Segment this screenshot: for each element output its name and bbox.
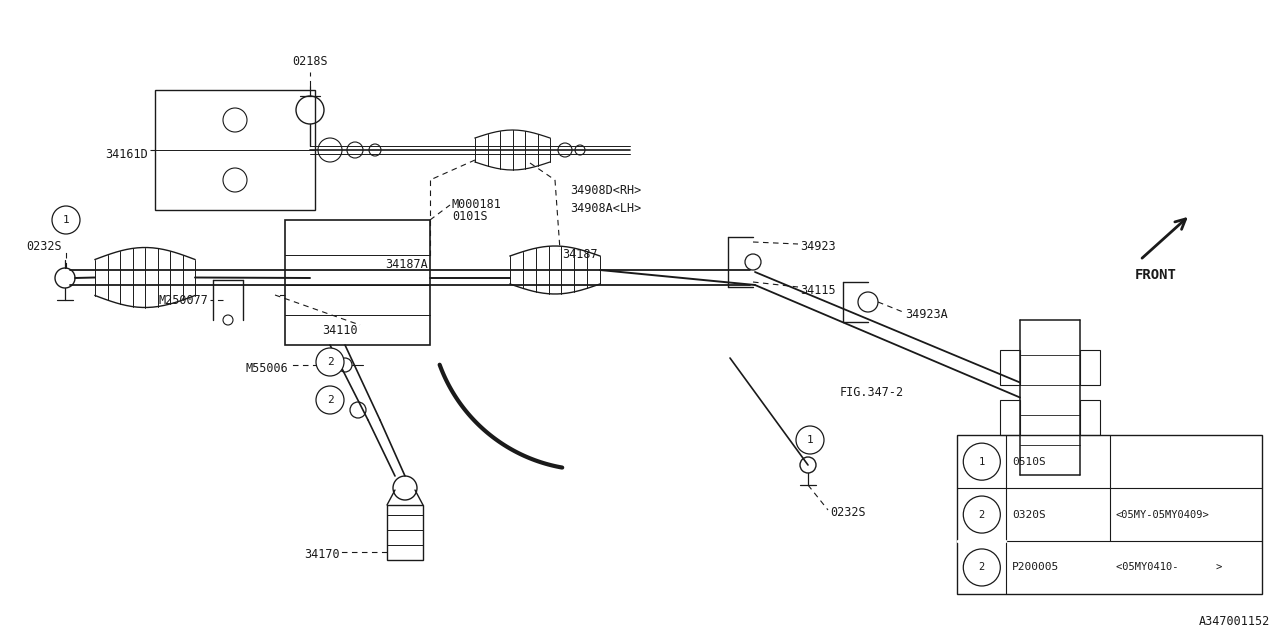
Text: FRONT: FRONT: [1135, 268, 1176, 282]
Text: FIG.347-2: FIG.347-2: [840, 385, 904, 399]
Bar: [285, 220, 430, 345]
Text: 34187: 34187: [562, 248, 598, 260]
Circle shape: [52, 206, 79, 234]
Text: 0232S: 0232S: [27, 239, 61, 253]
Circle shape: [964, 496, 1001, 533]
Text: 34908D<RH>: 34908D<RH>: [570, 184, 641, 196]
Text: P200005: P200005: [1012, 563, 1060, 572]
Text: 1: 1: [63, 215, 69, 225]
Text: 34110: 34110: [323, 323, 358, 337]
Bar: [1000, 350, 1020, 385]
Text: 34923A: 34923A: [905, 307, 947, 321]
Text: A347001152: A347001152: [1199, 615, 1270, 628]
Bar: [387, 505, 422, 560]
Text: 34115: 34115: [800, 284, 836, 296]
Text: 0218S: 0218S: [292, 55, 328, 68]
Text: 0232S: 0232S: [829, 506, 865, 518]
Text: 1: 1: [979, 457, 984, 467]
Bar: [1080, 350, 1100, 385]
Text: 34908A<LH>: 34908A<LH>: [570, 202, 641, 214]
Circle shape: [964, 443, 1001, 480]
Text: 34161D: 34161D: [105, 148, 148, 161]
Text: 1: 1: [806, 435, 813, 445]
Bar: [957, 435, 1262, 594]
Text: M55006: M55006: [246, 362, 288, 374]
Text: <05MY-05MY0409>: <05MY-05MY0409>: [1116, 509, 1210, 520]
Circle shape: [316, 386, 344, 414]
Text: 2: 2: [326, 395, 333, 405]
Text: M000181: M000181: [452, 198, 502, 211]
Text: 2: 2: [326, 357, 333, 367]
Text: <05MY0410-      >: <05MY0410- >: [1116, 563, 1222, 572]
Text: 34923: 34923: [800, 241, 836, 253]
Text: 2: 2: [979, 509, 984, 520]
Circle shape: [796, 426, 824, 454]
Bar: [155, 90, 315, 210]
Text: 0101S: 0101S: [452, 211, 488, 223]
Bar: [1000, 400, 1020, 435]
Text: 0510S: 0510S: [1012, 457, 1046, 467]
Text: M250077: M250077: [159, 294, 207, 307]
Circle shape: [316, 348, 344, 376]
Text: 0320S: 0320S: [1012, 509, 1046, 520]
Bar: [1080, 400, 1100, 435]
Circle shape: [964, 549, 1001, 586]
Text: 34170: 34170: [305, 548, 340, 561]
Text: 34187A: 34187A: [385, 257, 428, 271]
Text: 2: 2: [979, 563, 984, 572]
